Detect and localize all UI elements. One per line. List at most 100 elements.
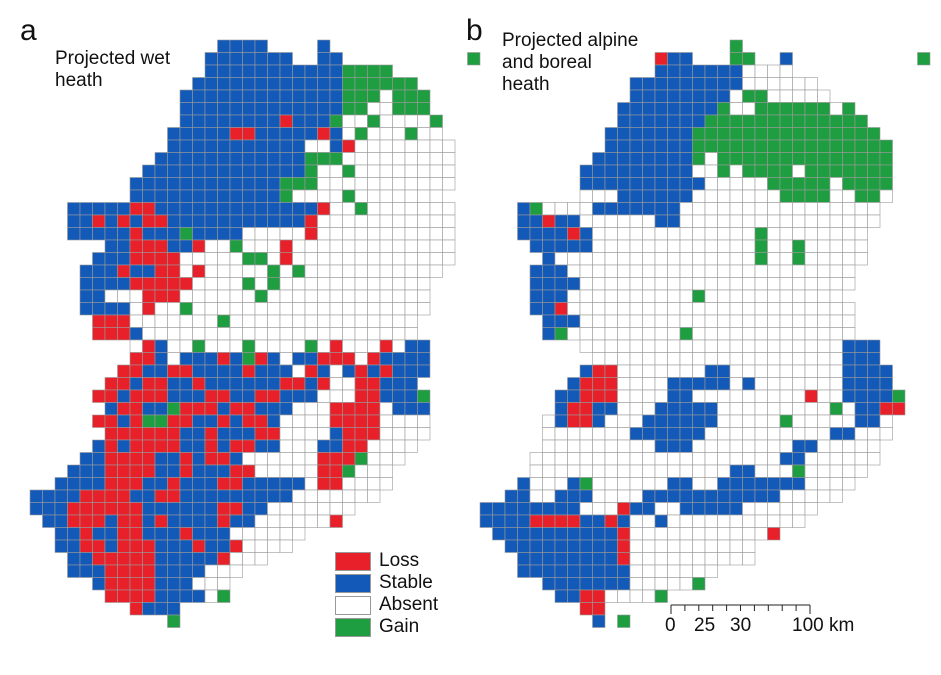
grid-cell-stable [667,102,681,116]
grid-cell-stable [142,527,156,541]
grid-cell-absent [242,327,256,341]
grid-cell-absent [604,239,618,253]
grid-cell-stable [192,89,206,103]
grid-cell-absent [254,264,268,278]
grid-cell-gain [354,64,368,78]
grid-cell-absent [354,464,368,478]
grid-cell-absent [717,439,731,453]
grid-cell-absent [379,327,393,341]
grid-cell-absent [204,277,218,291]
grid-cell-absent [579,452,593,466]
grid-cell-absent [667,502,681,516]
grid-cell-absent [704,264,718,278]
grid-cell-stable [104,202,118,216]
grid-cell-gain [742,164,756,178]
grid-cell-absent [329,377,343,391]
grid-cell-loss [104,427,118,441]
grid-cell-stable [629,177,643,191]
grid-cell-absent [717,252,731,266]
grid-cell-stable [204,152,218,166]
grid-cell-absent [767,314,781,328]
grid-cell-gain [842,139,856,153]
grid-cell-absent [767,414,781,428]
grid-cell-absent [829,314,843,328]
grid-cell-stable [667,127,681,141]
grid-cell-stable [204,189,218,203]
grid-cell-stable [254,214,268,228]
grid-cell-absent [567,427,581,441]
grid-cell-stable [604,402,618,416]
grid-cell-absent [754,464,768,478]
grid-cell-absent [804,427,818,441]
grid-cell-absent [392,327,406,341]
grid-cell-stable [229,189,243,203]
grid-cell-stable [767,477,781,491]
grid-cell-absent [692,464,706,478]
grid-cell-stable [692,64,706,78]
grid-cell-absent [654,502,668,516]
grid-cell-absent [242,539,256,553]
grid-cell-stable [679,502,693,516]
grid-cell-loss [117,427,131,441]
grid-cell-absent [692,339,706,353]
grid-cell-absent [379,177,393,191]
grid-cell-stable [192,464,206,478]
grid-cell-absent [792,277,806,291]
grid-cell-absent [642,452,656,466]
grid-cell-absent [129,314,143,328]
legend-label: Stable [379,572,433,593]
grid-cell-absent [742,452,756,466]
grid-cell-loss [142,289,156,303]
grid-cell-absent [579,302,593,316]
grid-cell-stable [192,527,206,541]
grid-cell-stable [242,177,256,191]
grid-cell-absent [417,277,431,291]
grid-cell-loss [129,452,143,466]
grid-cell-stable [692,114,706,128]
grid-cell-stable [179,502,193,516]
grid-cell-gain [717,139,731,153]
grid-cell-absent [617,477,631,491]
grid-cell-loss [217,352,231,366]
grid-cell-absent [679,252,693,266]
grid-cell-absent [779,89,793,103]
grid-cell-loss [767,527,781,541]
grid-cell-stable [242,189,256,203]
grid-cell-stable [279,77,293,91]
grid-cell-stable [92,252,106,266]
grid-cell-absent [292,339,306,353]
grid-cell-absent [817,489,831,503]
grid-cell-stable [217,52,231,66]
grid-cell-absent [317,214,331,228]
grid-cell-absent [717,527,731,541]
grid-cell-stable [542,264,556,278]
grid-cell-gain [792,189,806,203]
grid-cell-stable [129,377,143,391]
grid-cell-gain [817,177,831,191]
grid-cell-stable [92,277,106,291]
grid-cell-loss [204,427,218,441]
grid-cell-absent [654,227,668,241]
grid-cell-stable [704,502,718,516]
grid-cell-absent [304,427,318,441]
absent-swatch [335,595,371,615]
grid-cell-gain [342,89,356,103]
grid-cell-loss [317,202,331,216]
grid-cell-gain [767,164,781,178]
grid-cell-stable [654,514,668,528]
grid-cell-stable [554,577,568,591]
grid-cell-loss [379,339,393,353]
grid-cell-loss [329,452,343,466]
grid-cell-stable [629,202,643,216]
grid-cell-absent [542,477,556,491]
grid-cell-absent [217,564,231,578]
grid-cell-absent [654,277,668,291]
grid-cell-stable [679,64,693,78]
grid-cell-absent [429,252,443,266]
grid-cell-stable [779,52,793,66]
grid-cell-absent [829,389,843,403]
grid-cell-stable [242,102,256,116]
grid-cell-stable [504,539,518,553]
grid-cell-absent [204,327,218,341]
grid-cell-absent [154,327,168,341]
